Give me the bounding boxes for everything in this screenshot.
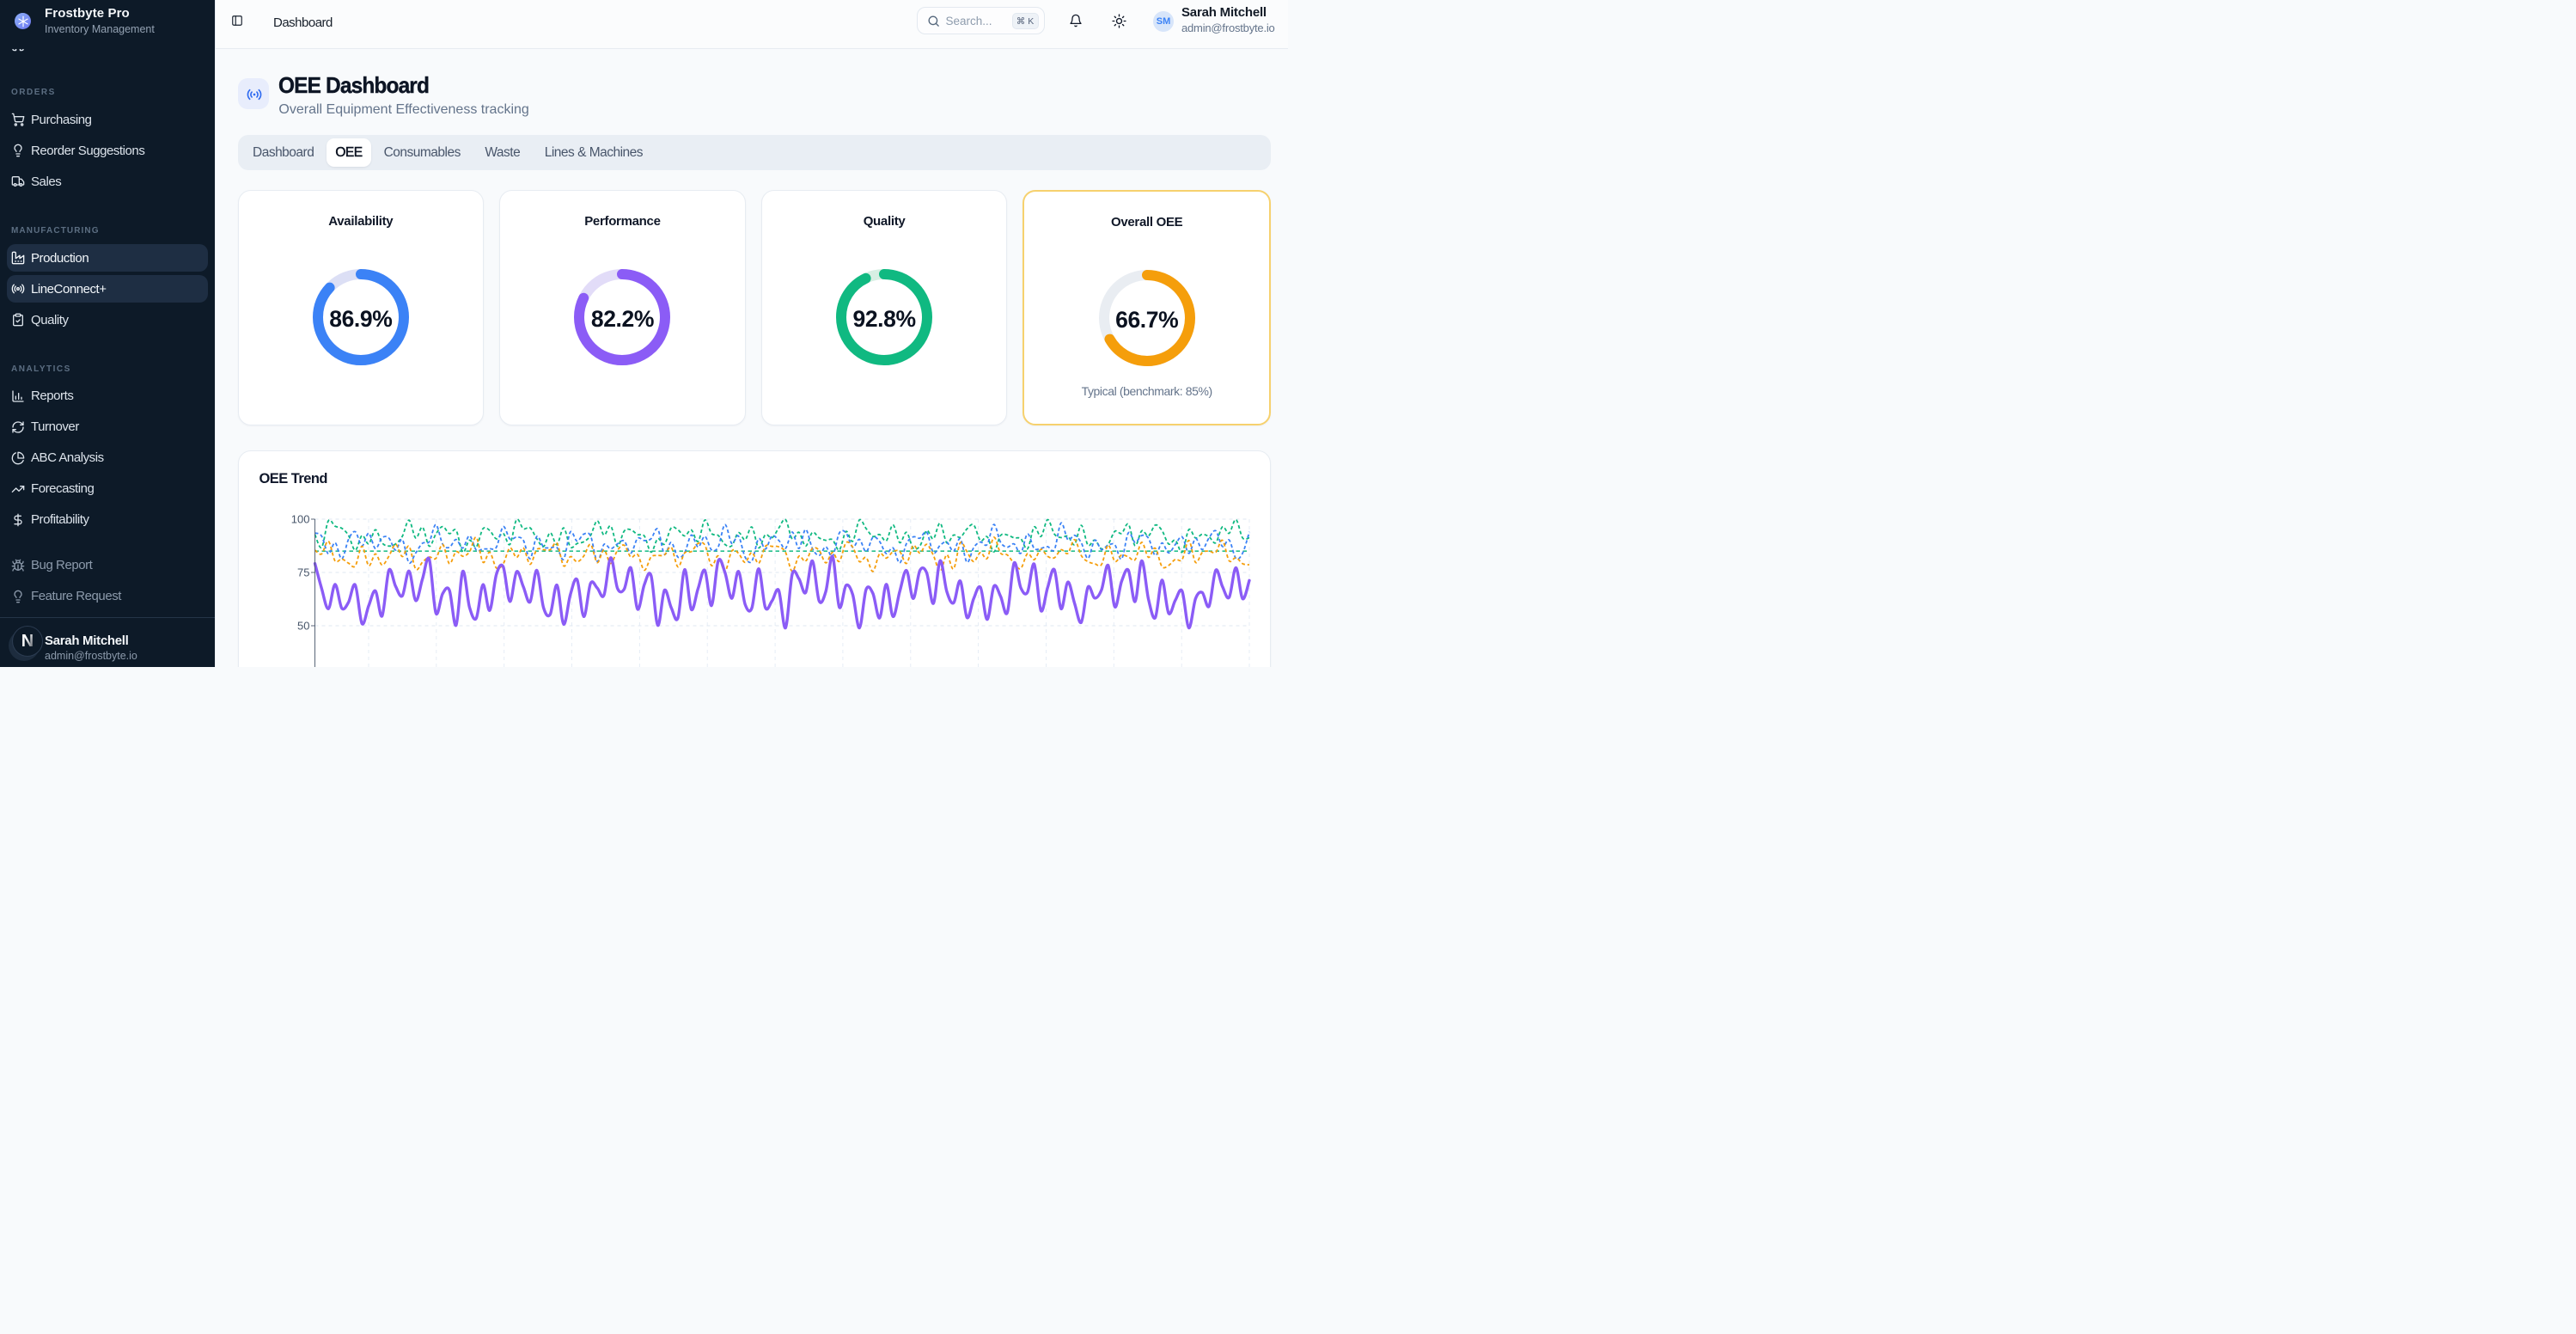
svg-text:75: 75: [297, 566, 309, 579]
svg-text:100: 100: [290, 513, 309, 526]
svg-text:50: 50: [297, 620, 309, 633]
